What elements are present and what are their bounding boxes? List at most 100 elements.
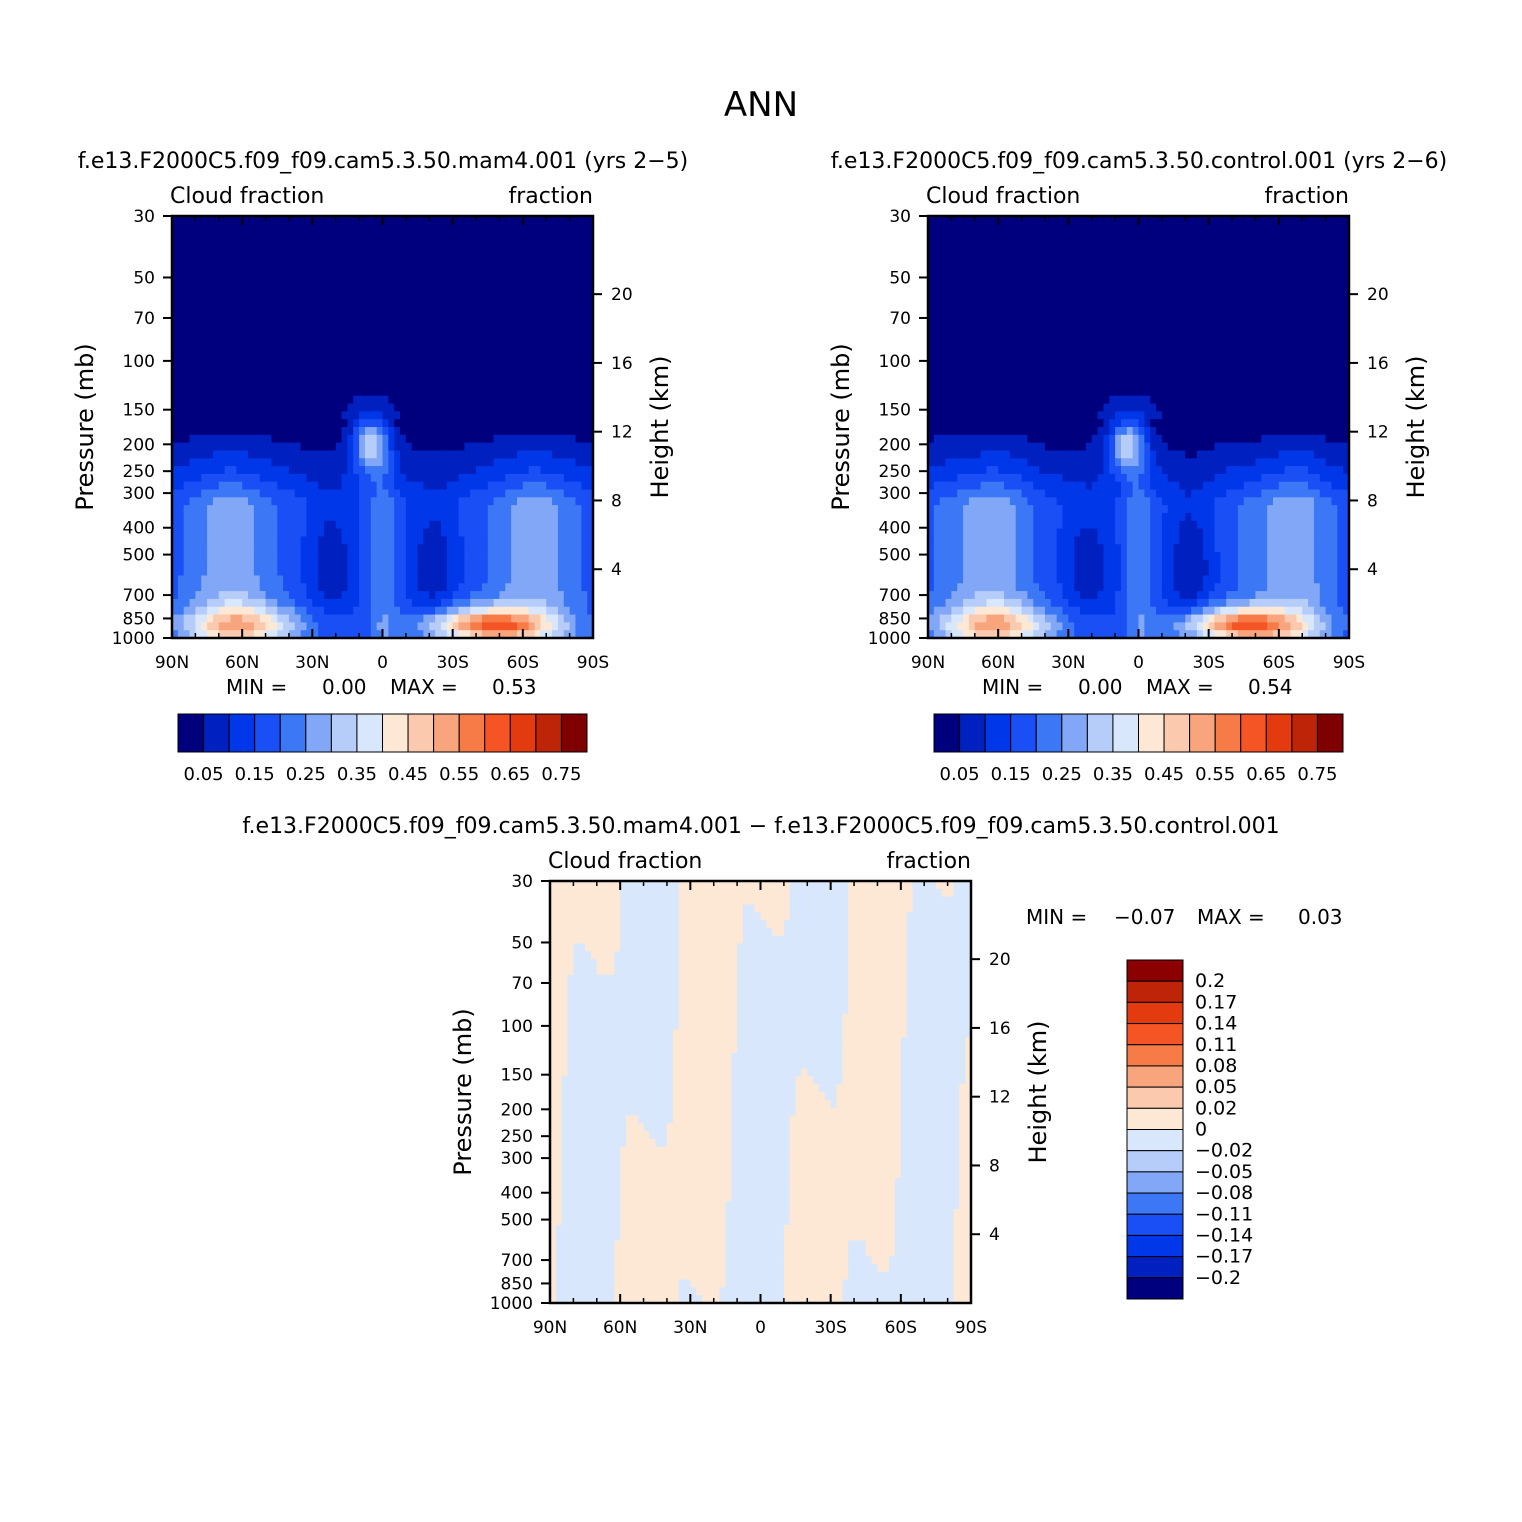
contour-cell — [388, 419, 395, 428]
contour-cell — [242, 512, 249, 522]
contour-cell — [1085, 309, 1093, 319]
contour-cell — [218, 356, 226, 366]
contour-cell — [224, 255, 232, 264]
contour-cell — [499, 450, 506, 459]
contour-cell — [575, 356, 582, 366]
contour-cell — [283, 473, 290, 483]
contour-cell — [505, 348, 512, 358]
contour-cell — [581, 544, 588, 553]
contour-cell — [318, 481, 325, 491]
contour-cell — [207, 559, 214, 569]
contour-cell — [1109, 223, 1116, 233]
contour-cell — [294, 505, 302, 514]
contour-cell — [359, 466, 366, 475]
contour-cell — [417, 348, 425, 358]
contour-cell — [1278, 309, 1286, 319]
contour-cell — [265, 528, 273, 537]
contour-cell — [458, 559, 465, 569]
contour-cell — [540, 317, 547, 326]
contour-cell — [189, 348, 196, 358]
contour-cell — [318, 341, 325, 350]
contour-cell — [312, 387, 319, 397]
contour-cell — [481, 512, 489, 522]
contour-cell — [429, 591, 436, 600]
contour-cell — [1232, 278, 1239, 287]
contour-cell — [481, 598, 489, 608]
contour-cell — [230, 317, 237, 326]
contour-cell — [265, 411, 273, 420]
contour-cell — [528, 348, 536, 358]
contour-cell — [587, 434, 594, 444]
contour-cell — [957, 309, 964, 319]
contour-cell — [212, 505, 220, 514]
contour-cell — [253, 598, 261, 608]
contour-cell — [446, 512, 454, 522]
contour-cell — [207, 481, 214, 491]
contour-cell — [376, 356, 384, 366]
contour-cell — [236, 317, 243, 326]
contour-cell — [1261, 270, 1268, 280]
contour-cell — [382, 294, 389, 303]
contour-cell — [382, 427, 389, 436]
contour-cell — [1284, 239, 1292, 248]
contour-cell — [265, 419, 273, 428]
contour-cell — [400, 364, 407, 373]
contour-cell — [248, 505, 255, 514]
contour-cell — [277, 216, 284, 225]
contour-cell — [446, 520, 454, 530]
contour-cell — [440, 630, 448, 639]
contour-cell — [493, 536, 501, 545]
contour-cell — [440, 419, 448, 428]
contour-cell — [1255, 270, 1262, 280]
contour-cell — [218, 536, 226, 545]
contour-cell — [1103, 270, 1110, 280]
contour-cell — [224, 223, 232, 233]
contour-cell — [1015, 255, 1023, 264]
contour-cell — [552, 286, 559, 295]
contour-cell — [452, 598, 460, 608]
contour-cell — [353, 294, 360, 303]
contour-cell — [528, 505, 536, 514]
contour-cell — [452, 583, 460, 592]
contour-cell — [259, 278, 267, 287]
contour-cell — [1296, 286, 1303, 295]
contour-cell — [974, 255, 982, 264]
contour-cell — [435, 309, 442, 319]
contour-cell — [218, 247, 226, 256]
contour-cell — [452, 575, 460, 584]
contour-cell — [335, 450, 343, 459]
contour-cell — [493, 552, 501, 561]
contour-cell — [1296, 247, 1303, 256]
contour-cell — [1132, 286, 1140, 295]
contour-cell — [224, 598, 232, 608]
contour-cell — [382, 583, 389, 592]
contour-cell — [552, 223, 559, 233]
contour-cell — [201, 536, 208, 545]
contour-cell — [242, 309, 249, 319]
contour-cell — [476, 552, 483, 561]
contour-cell — [288, 325, 296, 334]
contour-cell — [1302, 247, 1309, 256]
contour-cell — [581, 403, 588, 412]
contour-cell — [481, 419, 489, 428]
contour-cell — [230, 278, 237, 287]
contour-cell — [1237, 278, 1245, 287]
contour-cell — [557, 520, 565, 530]
contour-cell — [992, 286, 999, 295]
contour-cell — [1343, 223, 1350, 233]
contour-cell — [429, 419, 436, 428]
contour-cell — [1109, 247, 1116, 256]
contour-cell — [259, 434, 267, 444]
contour-cell — [470, 489, 477, 498]
contour-cell — [212, 387, 220, 397]
contour-cell — [528, 247, 536, 256]
contour-cell — [1208, 294, 1216, 303]
contour-cell — [1091, 255, 1099, 264]
contour-cell — [487, 317, 495, 326]
contour-cell — [1185, 231, 1192, 241]
contour-cell — [476, 255, 483, 264]
contour-cell — [318, 505, 325, 514]
contour-cell — [306, 544, 313, 553]
contour-cell — [277, 473, 284, 483]
